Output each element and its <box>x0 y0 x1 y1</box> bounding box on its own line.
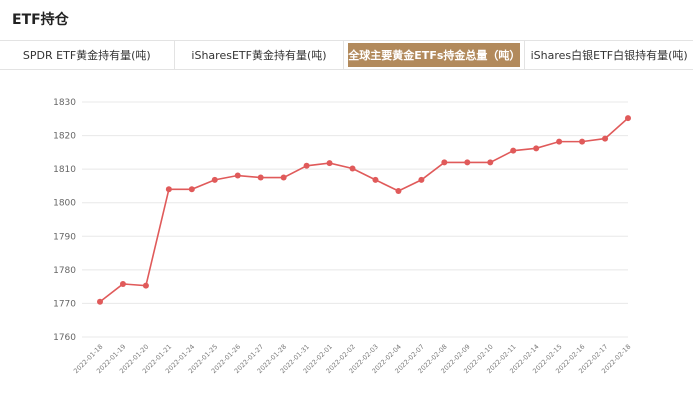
data-point[interactable] <box>97 298 103 305</box>
y-tick-label: 1760 <box>53 333 76 343</box>
data-point[interactable] <box>142 282 149 289</box>
data-point[interactable] <box>625 115 631 122</box>
line-chart: 1760 1770 1780 1790 1800 1810 1820 1830 2022-01… <box>53 98 632 375</box>
data-point[interactable] <box>510 147 517 154</box>
data-point[interactable] <box>303 162 310 169</box>
series <box>97 115 631 305</box>
grid-lines <box>82 101 628 338</box>
y-tick-label: 1780 <box>53 266 76 276</box>
data-point[interactable] <box>395 187 402 194</box>
y-tick-label: 1820 <box>53 132 76 142</box>
data-point[interactable] <box>487 159 494 166</box>
chart-area: 1760 1770 1780 1790 1800 1810 1820 1830 2022-01… <box>0 72 693 408</box>
y-tick-label: 1830 <box>53 98 76 108</box>
data-point[interactable] <box>234 172 241 179</box>
data-point[interactable] <box>579 138 586 145</box>
y-axis: 1760 1770 1780 1790 1800 1810 1820 1830 <box>53 98 76 343</box>
x-axis: 2022-01-182022-01-192022-01-202022-01-21… <box>72 343 632 375</box>
data-point[interactable] <box>418 176 425 183</box>
y-tick-label: 1800 <box>53 199 76 209</box>
data-point[interactable] <box>188 186 195 193</box>
data-point[interactable] <box>326 160 333 167</box>
data-point[interactable] <box>464 159 471 166</box>
tab-global-gold-etf-total[interactable]: 全球主要黄金ETFs持金总量（吨） <box>348 43 520 67</box>
data-point[interactable] <box>211 176 218 183</box>
page-title: ETF持仓 <box>12 12 69 28</box>
data-point[interactable] <box>349 165 356 172</box>
data-point[interactable] <box>165 186 172 193</box>
y-tick-label: 1810 <box>53 165 76 175</box>
data-point[interactable] <box>602 135 609 142</box>
data-point[interactable] <box>257 174 264 181</box>
data-point[interactable] <box>372 176 379 183</box>
tab-ishares-gold[interactable]: iSharesETF黄金持有量(吨) <box>175 41 345 69</box>
data-point[interactable] <box>533 145 540 152</box>
y-tick-label: 1770 <box>53 299 76 309</box>
series-line <box>99 117 629 303</box>
data-point[interactable] <box>280 174 287 181</box>
data-point[interactable] <box>556 138 563 145</box>
tab-ishares-silver[interactable]: iShares白银ETF白银持有量(吨) <box>530 49 688 62</box>
tab-spdr-gold[interactable]: SPDR ETF黄金持有量(吨) <box>0 41 175 69</box>
y-tick-label: 1790 <box>53 232 76 242</box>
data-point[interactable] <box>441 159 448 166</box>
tab-bar: SPDR ETF黄金持有量(吨) iSharesETF黄金持有量(吨) 全球主要… <box>0 40 693 70</box>
data-point[interactable] <box>119 280 126 287</box>
